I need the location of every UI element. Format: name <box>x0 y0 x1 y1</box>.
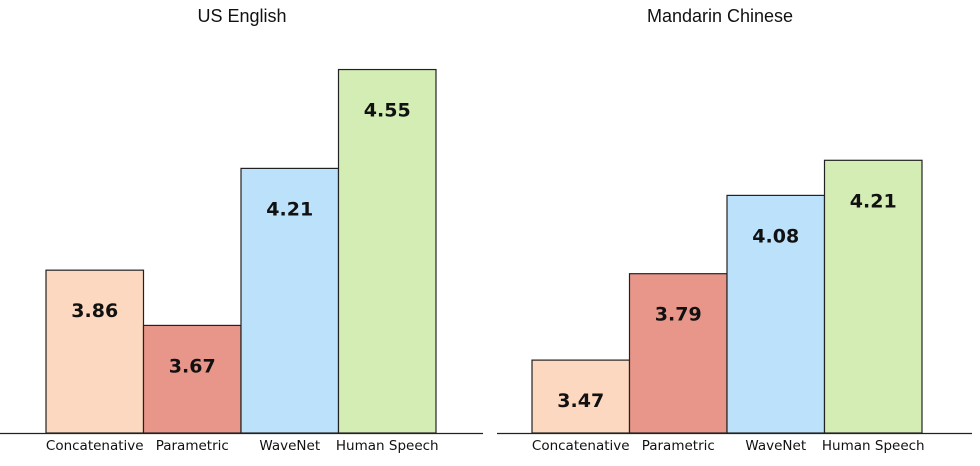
data-label-us-english-wavenet: 4.21 <box>266 198 313 220</box>
bar-us-english-wavenet <box>240 167 340 434</box>
data-label-mandarin-chinese-concatenative: 3.47 <box>557 390 604 412</box>
tick-label-us-english-wavenet: WaveNet <box>259 438 320 454</box>
bars-us-english: 3.86 Concatenative 3.67 Parametric 4.21 WaveN… <box>45 68 439 454</box>
tick-label-mandarin-chinese-wavenet: WaveNet <box>745 438 806 454</box>
data-label-us-english-parametric: 3.67 <box>169 355 216 377</box>
data-label-us-english-concatenative: 3.86 <box>71 300 118 322</box>
bar-us-english-human-speech <box>337 68 437 434</box>
data-label-mandarin-chinese-human-speech: 4.21 <box>850 190 897 212</box>
tick-label-us-english-human-speech: Human Speech <box>336 438 439 454</box>
bars-mandarin-chinese: 3.47 Concatenative 3.79 Parametric 4.08 WaveN… <box>531 159 925 454</box>
tick-label-mandarin-chinese-parametric: Parametric <box>642 438 715 454</box>
bar-us-english-concatenative <box>45 269 145 434</box>
chart-title-us-english: US English <box>197 6 286 26</box>
panel-mandarin-chinese: Mandarin Chinese 3.47 Concatenative 3.79 Pa… <box>497 6 972 454</box>
bar-mandarin-chinese-concatenative <box>531 359 631 434</box>
tick-label-us-english-concatenative: Concatenative <box>46 438 144 454</box>
data-label-mandarin-chinese-parametric: 3.79 <box>655 304 702 326</box>
data-label-mandarin-chinese-wavenet: 4.08 <box>752 225 799 247</box>
bar-mandarin-chinese-wavenet <box>726 194 826 434</box>
bar-us-english-parametric <box>142 324 242 434</box>
data-label-us-english-human-speech: 4.55 <box>364 100 411 122</box>
panel-us-english: US English 3.86 Concatenative 3.67 Parametr… <box>0 6 483 454</box>
bar-mandarin-chinese-parametric <box>628 273 728 434</box>
tick-label-mandarin-chinese-concatenative: Concatenative <box>532 438 630 454</box>
tick-label-us-english-parametric: Parametric <box>156 438 229 454</box>
bar-mandarin-chinese-human-speech <box>823 159 923 434</box>
chart-title-mandarin-chinese: Mandarin Chinese <box>647 6 793 26</box>
tick-label-mandarin-chinese-human-speech: Human Speech <box>822 438 925 454</box>
